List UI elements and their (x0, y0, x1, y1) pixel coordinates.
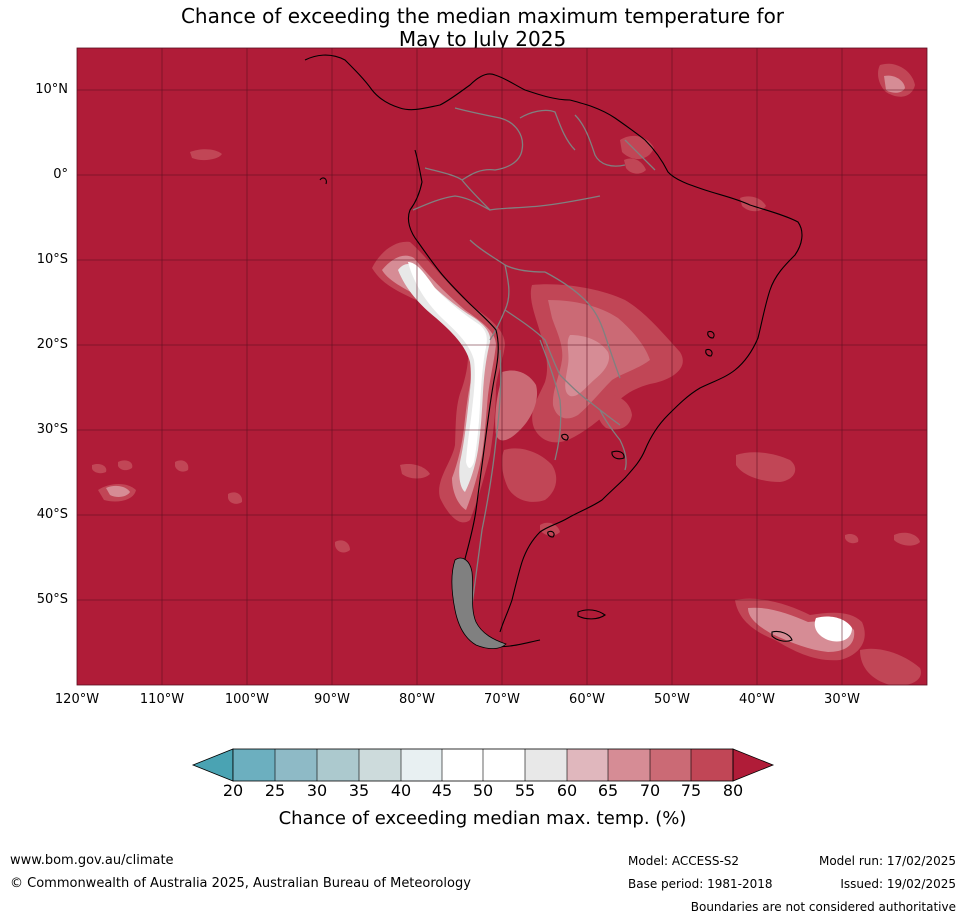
colorbar-tick-50: 50 (472, 781, 494, 800)
lon-label-80w: 80°W (399, 692, 435, 707)
map-frame (76, 47, 928, 686)
lat-label-20s: 20°S (36, 337, 68, 352)
colorbar-tick-20: 20 (222, 781, 244, 800)
map-area (77, 48, 927, 685)
colorbar-high-arrow (732, 748, 775, 782)
colorbar-tick-45: 45 (431, 781, 453, 800)
colorbar-tick-55: 55 (514, 781, 536, 800)
patagonia-islands (451, 557, 507, 650)
colorbar-tick-30: 30 (306, 781, 328, 800)
footer-copyright: © Commonwealth of Australia 2025, Austra… (10, 876, 471, 891)
footer-model-run: Model run: 17/02/2025 (818, 854, 956, 868)
colorbar-tick-75: 75 (680, 781, 702, 800)
lon-label-40w: 40°W (739, 692, 775, 707)
lat-label-0: 0° (53, 167, 68, 182)
lon-label-30w: 30°W (824, 692, 860, 707)
colorbar-tick-70: 70 (639, 781, 661, 800)
colorbar-tick-40: 40 (390, 781, 412, 800)
colorbar-cell-35-40 (359, 749, 401, 781)
colorbar-cell-30-35 (317, 749, 359, 781)
lon-label-100w: 100°W (224, 692, 270, 707)
colorbar-cell-65-70 (608, 749, 650, 781)
lat-label-50s: 50°S (36, 592, 68, 607)
colorbar-cell-75-80 (691, 749, 733, 781)
lat-label-10s: 10°S (36, 252, 68, 267)
footer-disclaimer: Boundaries are not considered authoritat… (690, 900, 956, 914)
colorbar-cell-40-45 (401, 749, 442, 781)
footer-issued: Issued: 19/02/2025 (840, 877, 956, 891)
lat-label-10n: 10°N (35, 82, 68, 97)
footer-base-period: Base period: 1981-2018 (628, 877, 773, 891)
lon-label-120w: 120°W (54, 692, 100, 707)
colorbar-cell-60-65 (567, 749, 608, 781)
chart-title-line1: Chance of exceeding the median maximum t… (180, 4, 785, 28)
lon-label-70w: 70°W (484, 692, 520, 707)
gridlines (77, 48, 927, 685)
footer-model: Model: ACCESS-S2 (628, 854, 740, 868)
colorbar-cell-55-60 (525, 749, 567, 781)
colorbar-cell-45-50 (442, 749, 483, 781)
footer-website-link[interactable]: www.bom.gov.au/climate (10, 853, 174, 868)
lon-label-90w: 90°W (314, 692, 350, 707)
lat-label-30s: 30°S (36, 422, 68, 437)
chart-title-line2: May to July 2025 (398, 27, 567, 51)
lat-label-40s: 40°S (36, 507, 68, 522)
lon-label-50w: 50°W (654, 692, 690, 707)
colorbar-tick-60: 60 (556, 781, 578, 800)
colorbar-cell-20-25 (233, 749, 275, 781)
colorbar-cell-50-55 (483, 749, 525, 781)
colorbar-label: Chance of exceeding median max. temp. (%… (278, 808, 687, 829)
lower-probability-regions (92, 63, 921, 685)
colorbar-tick-35: 35 (348, 781, 370, 800)
country-borders (412, 107, 656, 621)
colorbar-tick-65: 65 (597, 781, 619, 800)
colorbar-tick-25: 25 (264, 781, 286, 800)
colorbar (191, 748, 775, 782)
colorbar-low-arrow (191, 748, 234, 782)
lon-label-60w: 60°W (569, 692, 605, 707)
colorbar-cell-25-30 (275, 749, 317, 781)
colorbar-tick-80: 80 (722, 781, 744, 800)
colorbar-cell-70-75 (650, 749, 691, 781)
lon-label-110w: 110°W (139, 692, 185, 707)
